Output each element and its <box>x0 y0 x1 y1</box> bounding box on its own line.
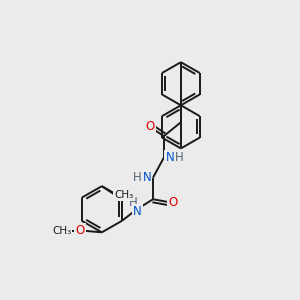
Text: O: O <box>76 224 85 237</box>
Text: N: N <box>133 205 142 218</box>
Text: N: N <box>142 171 151 184</box>
Text: O: O <box>145 120 154 134</box>
Text: H: H <box>128 196 137 209</box>
Text: H: H <box>175 151 184 164</box>
Text: H: H <box>133 171 142 184</box>
Text: O: O <box>169 196 178 209</box>
Text: CH₃: CH₃ <box>114 190 133 200</box>
Text: CH₃: CH₃ <box>52 226 71 236</box>
Text: N: N <box>166 151 174 164</box>
